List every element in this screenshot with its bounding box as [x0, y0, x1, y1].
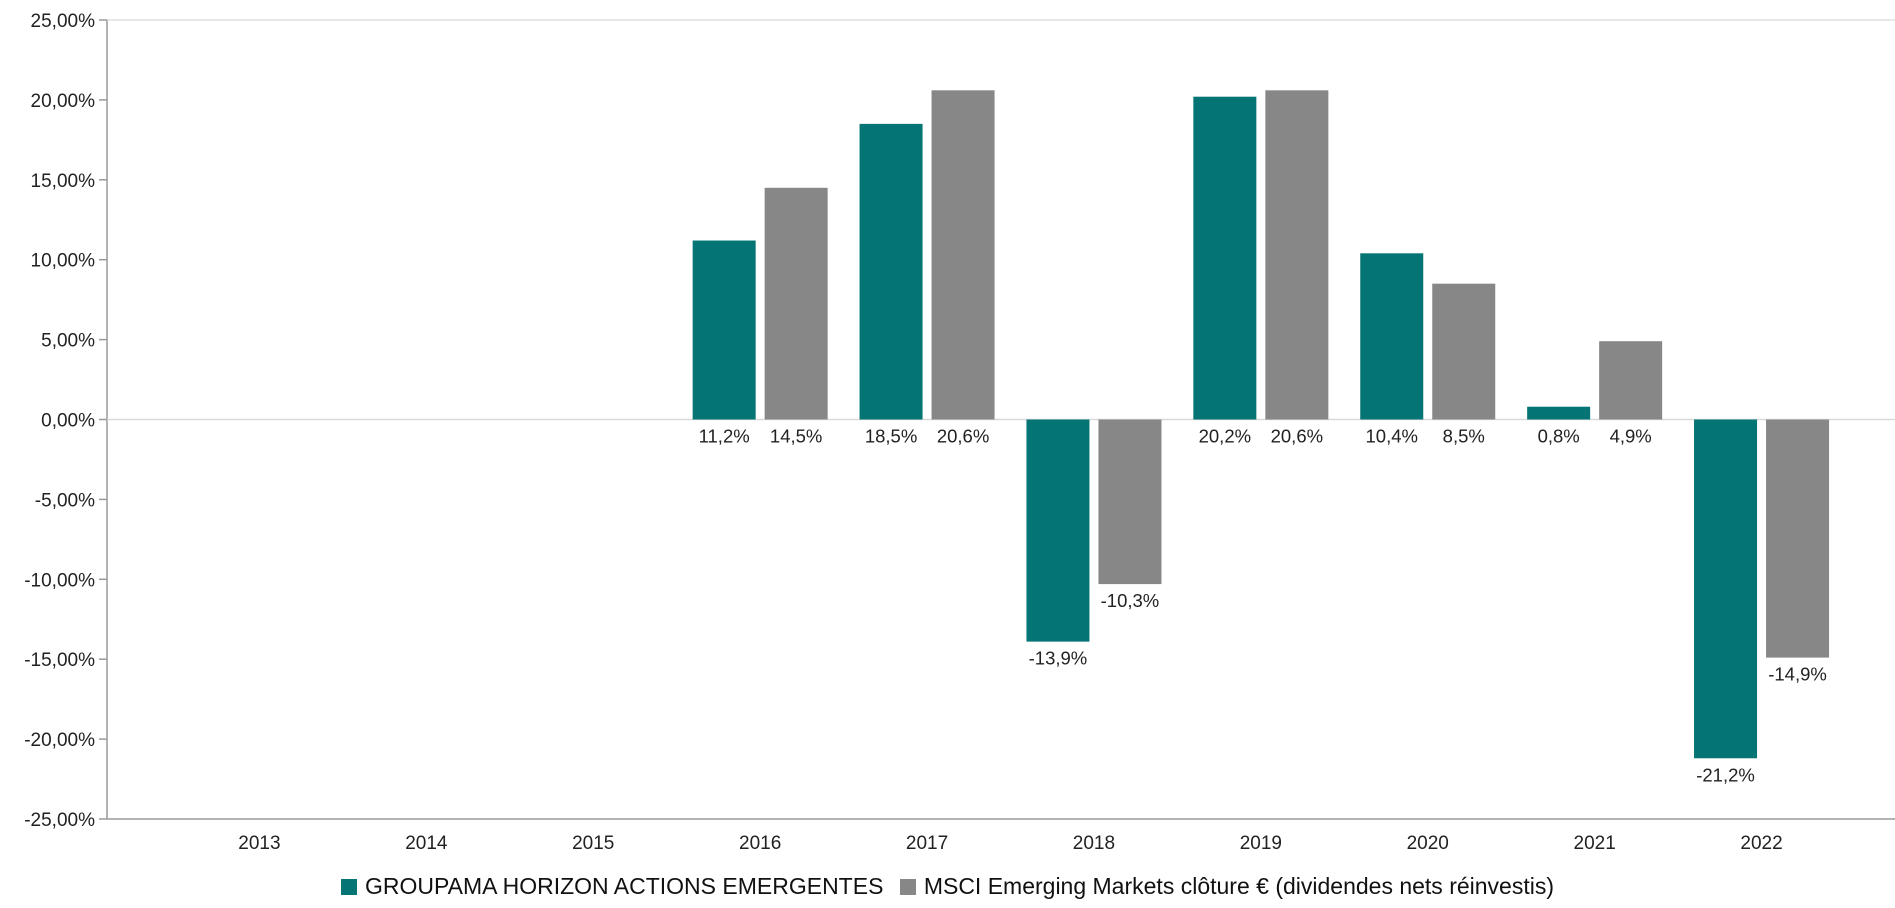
- y-tick-label: -10,00%: [24, 570, 95, 591]
- data-label: 20,6%: [1271, 426, 1323, 447]
- legend-item-series-2: MSCI Emerging Markets clôture € (dividen…: [899, 873, 1554, 900]
- x-tick-label: 2022: [1740, 833, 1782, 854]
- bar-series-1: [1193, 96, 1257, 420]
- data-label: 20,2%: [1199, 426, 1251, 447]
- data-label: -14,9%: [1768, 664, 1827, 685]
- bar-series-1: [692, 240, 756, 420]
- bar-series-2: [1265, 90, 1329, 420]
- data-label: 4,9%: [1610, 426, 1652, 447]
- bar-series-2: [931, 90, 995, 420]
- data-label: 10,4%: [1366, 426, 1418, 447]
- data-label: 20,6%: [937, 426, 989, 447]
- data-label: -10,3%: [1101, 590, 1160, 611]
- bar-series-1: [1694, 419, 1758, 759]
- y-tick-label: -20,00%: [24, 730, 95, 751]
- bar-series-2: [1599, 341, 1663, 420]
- x-tick-label: 2015: [572, 833, 614, 854]
- x-tick-label: 2019: [1240, 833, 1282, 854]
- x-tick-label: 2020: [1407, 833, 1449, 854]
- y-tick-label: -5,00%: [35, 490, 95, 511]
- x-tick-label: 2021: [1574, 833, 1616, 854]
- x-tick-label: 2016: [739, 833, 781, 854]
- legend-item-series-1: GROUPAMA HORIZON ACTIONS EMERGENTES: [341, 873, 883, 900]
- bar-series-1: [1360, 253, 1424, 420]
- x-tick-label: 2013: [238, 833, 280, 854]
- bar-series-2: [1766, 419, 1830, 658]
- y-tick-label: 20,00%: [31, 91, 96, 112]
- data-label: 14,5%: [770, 426, 822, 447]
- legend-swatch-series-2: [899, 878, 916, 895]
- chart-legend: GROUPAMA HORIZON ACTIONS EMERGENTES MSCI…: [0, 873, 1895, 901]
- bar-series-2: [1432, 283, 1496, 420]
- bar-series-1: [859, 123, 923, 420]
- bar-series-1: [1527, 406, 1591, 420]
- data-label: -21,2%: [1696, 764, 1755, 785]
- data-label: 8,5%: [1443, 426, 1485, 447]
- y-tick-label: -25,00%: [24, 810, 95, 831]
- data-label: 11,2%: [699, 426, 750, 447]
- legend-label-series-1: GROUPAMA HORIZON ACTIONS EMERGENTES: [365, 873, 884, 899]
- x-tick-label: 2014: [405, 833, 448, 854]
- data-label: 0,8%: [1538, 426, 1580, 447]
- y-tick-label: 0,00%: [41, 411, 95, 432]
- y-tick-label: 25,00%: [31, 11, 96, 32]
- y-tick-label: -15,00%: [24, 650, 95, 671]
- y-tick-label: 15,00%: [31, 171, 96, 192]
- y-tick-label: 5,00%: [41, 331, 95, 352]
- x-tick-label: 2018: [1073, 833, 1115, 854]
- x-tick-label: 2017: [906, 833, 948, 854]
- legend-label-series-2: MSCI Emerging Markets clôture € (dividen…: [923, 873, 1554, 899]
- legend-swatch-series-1: [341, 878, 357, 895]
- bar-series-2: [764, 187, 828, 420]
- data-label: 18,5%: [865, 426, 917, 447]
- data-label: -13,9%: [1029, 648, 1088, 669]
- bar-series-1: [1026, 419, 1090, 642]
- y-tick-label: 10,00%: [31, 251, 96, 272]
- bar-series-2: [1098, 419, 1162, 585]
